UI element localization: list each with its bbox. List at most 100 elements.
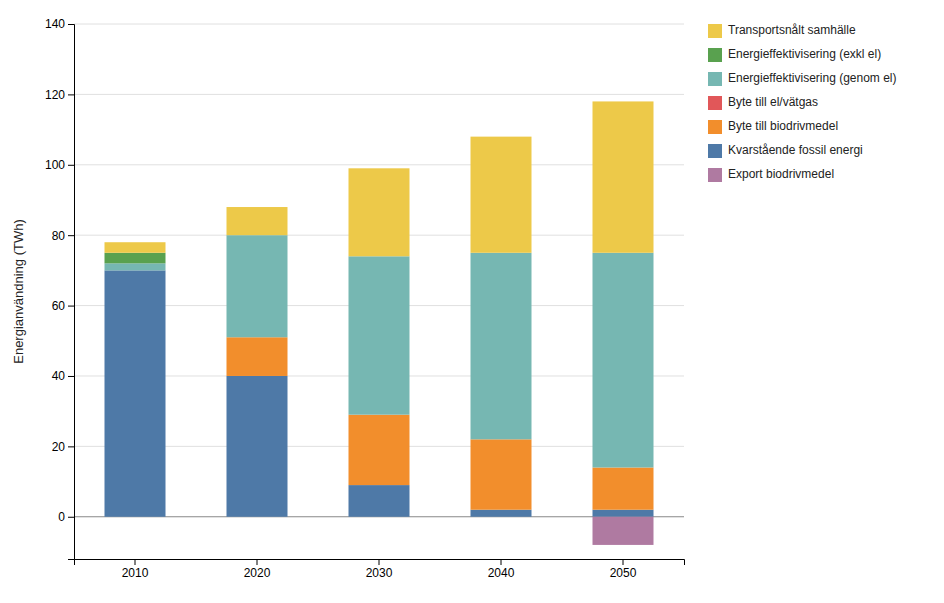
bar-segment bbox=[227, 207, 288, 208]
tick-mark bbox=[68, 376, 74, 377]
bar-segment bbox=[349, 168, 410, 169]
x-tick: 2050 bbox=[610, 559, 637, 580]
legend-label: Export biodrivmedel bbox=[728, 167, 834, 181]
series bbox=[105, 235, 654, 467]
bars bbox=[105, 101, 654, 544]
axis-line bbox=[75, 560, 685, 566]
tick-label: 140 bbox=[45, 17, 65, 31]
bar-segment bbox=[471, 136, 532, 137]
bar-segment bbox=[105, 242, 166, 243]
y-tick: 40 bbox=[52, 369, 74, 383]
series bbox=[105, 101, 654, 256]
bar-segment bbox=[471, 253, 532, 440]
legend-label: Energieffektivisering (exkl el) bbox=[728, 47, 881, 61]
bar-segment bbox=[471, 439, 532, 509]
grid-line bbox=[74, 24, 684, 25]
bar-segment bbox=[593, 101, 654, 252]
legend-label: Transportsnålt samhälle bbox=[728, 23, 856, 37]
tick-mark bbox=[68, 517, 74, 518]
tick-label: 20 bbox=[52, 440, 66, 454]
bar-segment bbox=[227, 337, 288, 376]
tick-label: 2040 bbox=[488, 566, 515, 580]
legend-swatch bbox=[708, 120, 722, 134]
x-tick: 2030 bbox=[366, 559, 393, 580]
tick-mark bbox=[68, 24, 74, 25]
bar-segment bbox=[105, 263, 166, 270]
legend-item: Energieffektivisering (genom el) bbox=[708, 71, 897, 86]
series bbox=[105, 253, 166, 264]
bar-segment bbox=[349, 485, 410, 517]
tick-label: 2010 bbox=[122, 566, 149, 580]
legend-item: Kvarstående fossil energi bbox=[708, 143, 863, 158]
series bbox=[593, 517, 654, 545]
tick-mark bbox=[68, 94, 74, 95]
x-axis: 2010 2020 2030 2040 2050 bbox=[75, 559, 685, 580]
legend-item: Byte till biodrivmedel bbox=[708, 119, 838, 134]
legend-label: Energieffektivisering (genom el) bbox=[728, 71, 897, 85]
y-axis: 0 20 40 60 80 100 120 140 bbox=[45, 17, 75, 559]
legend-swatch bbox=[708, 24, 722, 38]
legend-label: Byte till biodrivmedel bbox=[728, 119, 838, 133]
y-tick: 140 bbox=[45, 17, 74, 31]
tick-mark bbox=[623, 559, 624, 565]
bar-segment bbox=[471, 137, 532, 253]
tick-mark bbox=[68, 446, 74, 447]
bar-segment bbox=[349, 415, 410, 485]
y-tick: 60 bbox=[52, 299, 74, 313]
legend-item: Export biodrivmedel bbox=[708, 167, 834, 182]
bar-segment bbox=[227, 235, 288, 337]
legend-swatch bbox=[708, 48, 722, 62]
legend: Transportsnålt samhälle Energieffektivise… bbox=[708, 23, 897, 182]
legend-item: Transportsnålt samhälle bbox=[708, 23, 856, 38]
series bbox=[227, 337, 654, 509]
legend-swatch bbox=[708, 96, 722, 110]
bar-segment bbox=[593, 467, 654, 509]
legend-swatch bbox=[708, 168, 722, 182]
tick-label: 120 bbox=[45, 88, 65, 102]
tick-mark bbox=[379, 559, 380, 565]
x-tick: 2020 bbox=[244, 559, 271, 580]
tick-mark bbox=[257, 559, 258, 565]
y-tick: 20 bbox=[52, 440, 74, 454]
tick-mark bbox=[68, 306, 74, 307]
bar-segment bbox=[349, 256, 410, 414]
grid bbox=[74, 24, 684, 517]
tick-label: 2050 bbox=[610, 566, 637, 580]
x-tick: 2040 bbox=[488, 559, 515, 580]
y-axis-title: Energianvändning (TWh) bbox=[11, 219, 26, 364]
tick-label: 40 bbox=[52, 369, 66, 383]
tick-label: 80 bbox=[52, 229, 66, 243]
chart: 02040608010012014020102020203020402050En… bbox=[0, 0, 944, 603]
bar-segment bbox=[471, 510, 532, 517]
bar-segment bbox=[593, 517, 654, 545]
tick-label: 60 bbox=[52, 299, 66, 313]
y-tick: 120 bbox=[45, 88, 74, 102]
legend-swatch bbox=[708, 72, 722, 86]
bar-segment bbox=[593, 510, 654, 517]
bar-segment bbox=[593, 253, 654, 468]
plot: 02040608010012014020102020203020402050 bbox=[45, 17, 685, 579]
tick-mark bbox=[135, 559, 136, 565]
y-tick: 80 bbox=[52, 229, 74, 243]
legend-label: Byte till el/vätgas bbox=[728, 95, 818, 109]
bar-segment bbox=[227, 207, 288, 235]
legend-label: Kvarstående fossil energi bbox=[728, 143, 863, 157]
tick-mark bbox=[68, 165, 74, 166]
legend-item: Energieffektivisering (exkl el) bbox=[708, 47, 881, 62]
bar-segment bbox=[105, 270, 166, 516]
legend-item: Byte till el/vätgas bbox=[708, 95, 818, 110]
y-tick: 100 bbox=[45, 158, 74, 172]
legend-swatch bbox=[708, 144, 722, 158]
tick-label: 2020 bbox=[244, 566, 271, 580]
y-tick: 0 bbox=[58, 510, 74, 524]
grid-line bbox=[74, 94, 684, 95]
tick-mark bbox=[68, 235, 74, 236]
x-tick: 2010 bbox=[122, 559, 149, 580]
tick-label: 2030 bbox=[366, 566, 393, 580]
bar-segment bbox=[349, 168, 410, 256]
tick-label: 100 bbox=[45, 158, 65, 172]
tick-label: 0 bbox=[58, 510, 65, 524]
bar-segment bbox=[105, 242, 166, 253]
tick-mark bbox=[501, 559, 502, 565]
bar-segment bbox=[227, 376, 288, 517]
